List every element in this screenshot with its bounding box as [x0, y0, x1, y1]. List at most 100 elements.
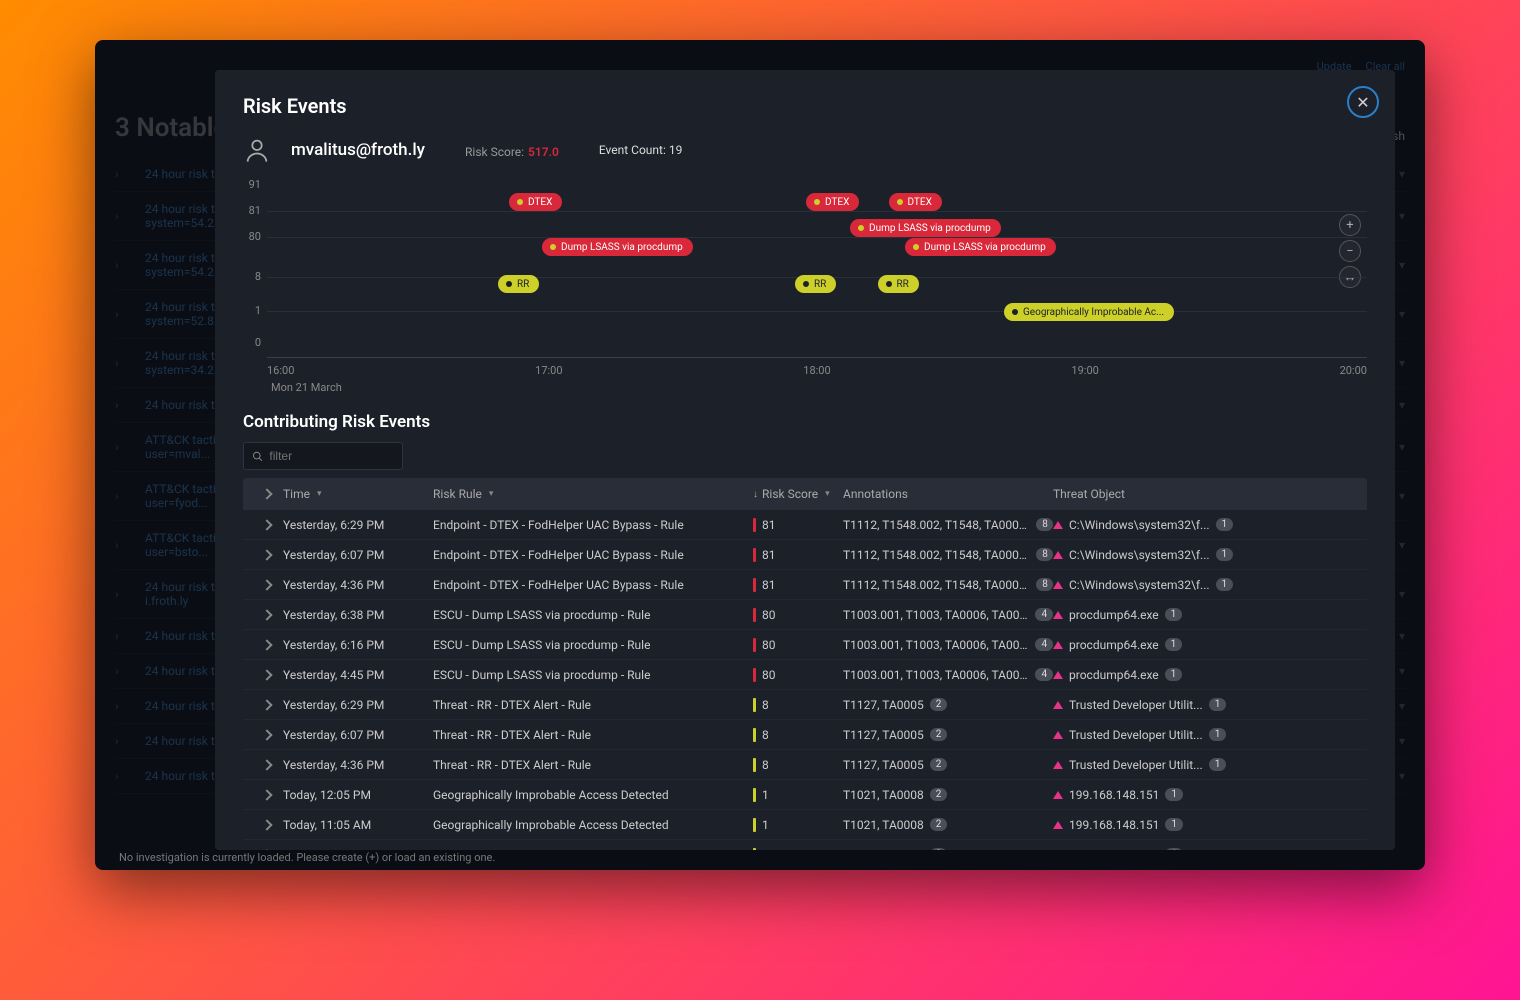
zoom-out-button[interactable]: −	[1339, 240, 1361, 262]
event-label: Geographically Improbable Ac...	[1023, 307, 1164, 318]
cell-score: 8	[753, 728, 843, 742]
expand-row[interactable]	[251, 791, 283, 799]
cell-annotations: T1021, TA00082	[843, 788, 1053, 802]
cell-threat: C:\Windows\system32\f...1	[1053, 518, 1359, 532]
col-time[interactable]: Time	[283, 487, 433, 501]
cell-time: Yesterday, 6:38 PM	[283, 608, 433, 622]
filter-box[interactable]	[243, 442, 403, 470]
event-dot-icon	[913, 244, 919, 250]
expand-row[interactable]	[251, 611, 283, 619]
cell-time: Yesterday, 6:16 PM	[283, 638, 433, 652]
cell-time: Today, 11:05 AM	[283, 818, 433, 832]
expand-row[interactable]	[251, 641, 283, 649]
cell-threat: 199.168.148.1511	[1053, 818, 1359, 832]
cell-annotations: T1112, T1548.002, T1548, TA0005, TA0...8	[843, 518, 1053, 532]
chart-event-pill[interactable]: DTEX	[509, 193, 562, 211]
event-label: RR	[897, 279, 909, 290]
chart-event-pill[interactable]: RR	[795, 275, 836, 293]
chart-event-pill[interactable]: DTEX	[889, 193, 942, 211]
chart-event-pill[interactable]: Dump LSASS via procdump	[905, 238, 1056, 256]
table-row[interactable]: Yesterday, 4:36 PMEndpoint - DTEX - FodH…	[243, 570, 1367, 600]
expand-all-toggle[interactable]	[251, 490, 283, 498]
filter-input[interactable]	[269, 449, 394, 463]
table-row[interactable]: Yesterday, 6:07 PMEndpoint - DTEX - FodH…	[243, 540, 1367, 570]
expand-row[interactable]	[251, 551, 283, 559]
table-row[interactable]: Today, 9:05 AMGeographically Improbable …	[243, 840, 1367, 850]
chart-event-pill[interactable]: RR	[878, 275, 919, 293]
modal-title: Risk Events	[243, 94, 1367, 118]
col-annotations[interactable]: Annotations	[843, 487, 1053, 501]
col-rule[interactable]: Risk Rule	[433, 487, 753, 501]
cell-score: 8	[753, 698, 843, 712]
cell-threat: 199.168.148.1511	[1053, 848, 1359, 851]
col-score[interactable]: ↓Risk Score	[753, 487, 843, 501]
zoom-in-button[interactable]: +	[1339, 214, 1361, 236]
cell-threat: procdump64.exe1	[1053, 608, 1359, 622]
table-row[interactable]: Today, 11:05 AMGeographically Improbable…	[243, 810, 1367, 840]
cell-rule: Endpoint - DTEX - FodHelper UAC Bypass -…	[433, 518, 753, 532]
cell-annotations: T1112, T1548.002, T1548, TA0005, TA0...8	[843, 578, 1053, 592]
chart-event-pill[interactable]: Dump LSASS via procdump	[542, 238, 693, 256]
investigation-footer: No investigation is currently loaded. Pl…	[119, 851, 495, 864]
chart-event-pill[interactable]: Dump LSASS via procdump	[850, 219, 1001, 237]
cell-rule: Threat - RR - DTEX Alert - Rule	[433, 758, 753, 772]
chart-event-pill[interactable]: DTEX	[806, 193, 859, 211]
triangle-icon	[1053, 671, 1063, 679]
event-dot-icon	[517, 199, 523, 205]
cell-score: 81	[753, 548, 843, 562]
x-tick: 16:00	[267, 364, 294, 377]
cell-score: 81	[753, 578, 843, 592]
cell-threat: procdump64.exe1	[1053, 668, 1359, 682]
event-dot-icon	[858, 225, 864, 231]
event-label: RR	[517, 279, 529, 290]
cell-rule: ESCU - Dump LSASS via procdump - Rule	[433, 608, 753, 622]
table-body: Yesterday, 6:29 PM Endpoint - DTEX - FodH…	[243, 510, 1367, 850]
cell-threat: C:\Windows\system32\f...1	[1053, 548, 1359, 562]
event-dot-icon	[897, 199, 903, 205]
event-label: DTEX	[825, 197, 849, 208]
table-row[interactable]: Today, 12:05 PMGeographically Improbable…	[243, 780, 1367, 810]
cell-time: Today, 9:05 AM	[283, 848, 433, 851]
expand-row[interactable]	[251, 521, 283, 529]
event-dot-icon	[506, 281, 512, 287]
event-dot-icon	[803, 281, 809, 287]
triangle-icon	[1053, 701, 1063, 709]
table-row[interactable]: Yesterday, 4:45 PMESCU - Dump LSASS via …	[243, 660, 1367, 690]
col-threat[interactable]: Threat Object	[1053, 487, 1359, 501]
x-tick: 18:00	[803, 364, 830, 377]
cell-time: Yesterday, 4:36 PM	[283, 578, 433, 592]
cell-threat: procdump64.exe1	[1053, 638, 1359, 652]
plot-area[interactable]: + − ↔ DTEXDTEXDTEXDump LSASS via procdum…	[267, 178, 1367, 358]
chart-event-pill[interactable]: RR	[498, 275, 539, 293]
table-row[interactable]: Yesterday, 6:38 PMESCU - Dump LSASS via …	[243, 600, 1367, 630]
contributing-title: Contributing Risk Events	[243, 412, 1367, 432]
table-row[interactable]: Yesterday, 6:07 PMThreat - RR - DTEX Ale…	[243, 720, 1367, 750]
close-button[interactable]: ✕	[1347, 86, 1379, 118]
cell-score: 1	[753, 848, 843, 851]
cell-time: Yesterday, 6:29 PM	[283, 698, 433, 712]
table-row[interactable]: Yesterday, 6:16 PMESCU - Dump LSASS via …	[243, 630, 1367, 660]
x-tick: 19:00	[1071, 364, 1098, 377]
expand-row[interactable]	[251, 671, 283, 679]
cell-rule: Geographically Improbable Access Detecte…	[433, 848, 753, 851]
cell-rule: ESCU - Dump LSASS via procdump - Rule	[433, 638, 753, 652]
event-dot-icon	[886, 281, 892, 287]
expand-row[interactable]	[251, 701, 283, 709]
cell-threat: Trusted Developer Utilit...1	[1053, 698, 1359, 712]
x-axis: 16:0017:0018:0019:0020:00	[267, 364, 1367, 377]
search-icon	[252, 450, 263, 463]
event-label: Dump LSASS via procdump	[869, 223, 991, 234]
table-row[interactable]: Yesterday, 6:29 PMThreat - RR - DTEX Ale…	[243, 690, 1367, 720]
table-row[interactable]: Yesterday, 6:29 PMEndpoint - DTEX - FodH…	[243, 510, 1367, 540]
expand-row[interactable]	[251, 821, 283, 829]
cell-score: 80	[753, 638, 843, 652]
chart-event-pill[interactable]: Geographically Improbable Ac...	[1004, 303, 1174, 321]
event-label: DTEX	[528, 197, 552, 208]
expand-row[interactable]	[251, 731, 283, 739]
cell-time: Yesterday, 4:45 PM	[283, 668, 433, 682]
cell-time: Yesterday, 6:07 PM	[283, 548, 433, 562]
expand-row[interactable]	[251, 581, 283, 589]
event-label: Dump LSASS via procdump	[561, 242, 683, 253]
expand-row[interactable]	[251, 761, 283, 769]
table-row[interactable]: Yesterday, 4:36 PMThreat - RR - DTEX Ale…	[243, 750, 1367, 780]
